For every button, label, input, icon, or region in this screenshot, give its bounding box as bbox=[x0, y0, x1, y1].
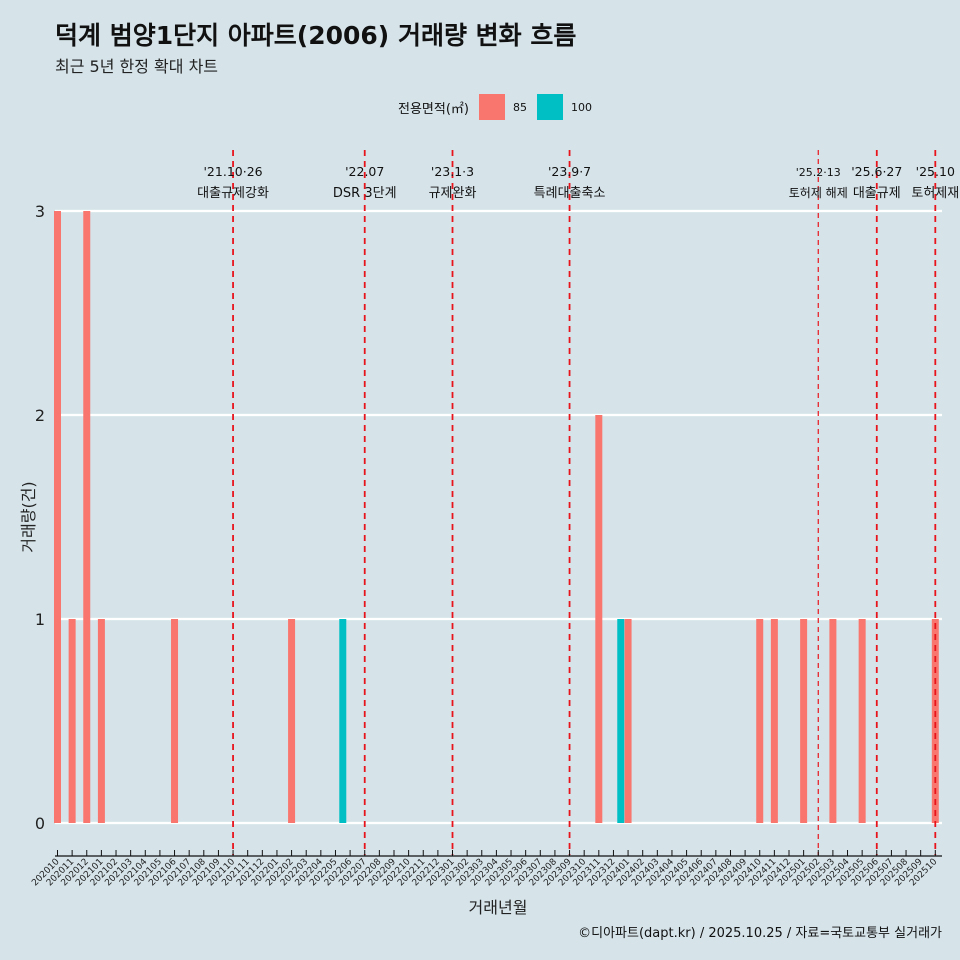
legend-label-85: 85 bbox=[512, 100, 527, 114]
event-date: '23.1·3 bbox=[431, 164, 474, 179]
bar-85-202501 bbox=[800, 619, 808, 823]
event-label: 규제완화 bbox=[429, 186, 477, 201]
bar-85-202401 bbox=[624, 619, 632, 823]
event-label: 대출규제강화 bbox=[197, 186, 269, 201]
event-date: '23.9·7 bbox=[548, 164, 591, 179]
bar-85-202202 bbox=[288, 619, 296, 823]
event-date: '22.07 bbox=[345, 164, 384, 179]
legend-swatch-85 bbox=[478, 94, 505, 120]
bar-85-202010 bbox=[54, 211, 61, 823]
y-tick-label: 0 bbox=[35, 814, 45, 833]
bar-100-202312 bbox=[617, 619, 625, 823]
bar-85-202011 bbox=[68, 619, 76, 823]
chart-title: 덕계 범양1단지 아파트(2006) 거래량 변화 흐름 bbox=[55, 21, 577, 50]
event-label: 토허제재 bbox=[911, 186, 959, 201]
legend-swatch-100 bbox=[536, 94, 563, 120]
bar-85-202510 bbox=[931, 619, 939, 823]
bar-85-202311 bbox=[595, 415, 603, 823]
caption: ©디아파트(dapt.kr) / 2025.10.25 / 자료=국토교통부 실… bbox=[578, 926, 942, 941]
bar-85-202411 bbox=[770, 619, 778, 823]
bar-85-202012 bbox=[83, 211, 91, 823]
event-date: '25.6·27 bbox=[851, 164, 902, 179]
chart-subtitle: 최근 5년 한정 확대 차트 bbox=[55, 57, 219, 76]
event-label: 토허제 해제 bbox=[789, 186, 848, 200]
bar-85-202505 bbox=[858, 619, 866, 823]
event-date: '25.2·13 bbox=[796, 166, 841, 179]
bar-85-202106 bbox=[171, 619, 179, 823]
event-label: 특례대출축소 bbox=[534, 186, 606, 201]
bar-100-202205 bbox=[339, 619, 347, 823]
legend-title: 전용면적(㎡) bbox=[398, 101, 469, 117]
y-tick-label: 2 bbox=[35, 406, 45, 425]
event-date: '21.10·26 bbox=[204, 164, 263, 179]
x-axis-title: 거래년월 bbox=[469, 898, 528, 917]
legend-label-100: 100 bbox=[570, 100, 592, 114]
y-axis-title: 거래량(건) bbox=[19, 481, 38, 552]
bar-85-202101 bbox=[97, 619, 105, 823]
event-date: '25.10 bbox=[916, 164, 955, 179]
y-tick-label: 1 bbox=[35, 610, 45, 629]
legend: 전용면적(㎡) 85 100 bbox=[398, 94, 592, 120]
event-label: DSR 3단계 bbox=[333, 186, 397, 201]
event-label: 대출규제 bbox=[853, 186, 901, 201]
y-tick-label: 3 bbox=[35, 202, 45, 221]
bar-85-202410 bbox=[756, 619, 764, 823]
bar-85-202503 bbox=[829, 619, 837, 823]
